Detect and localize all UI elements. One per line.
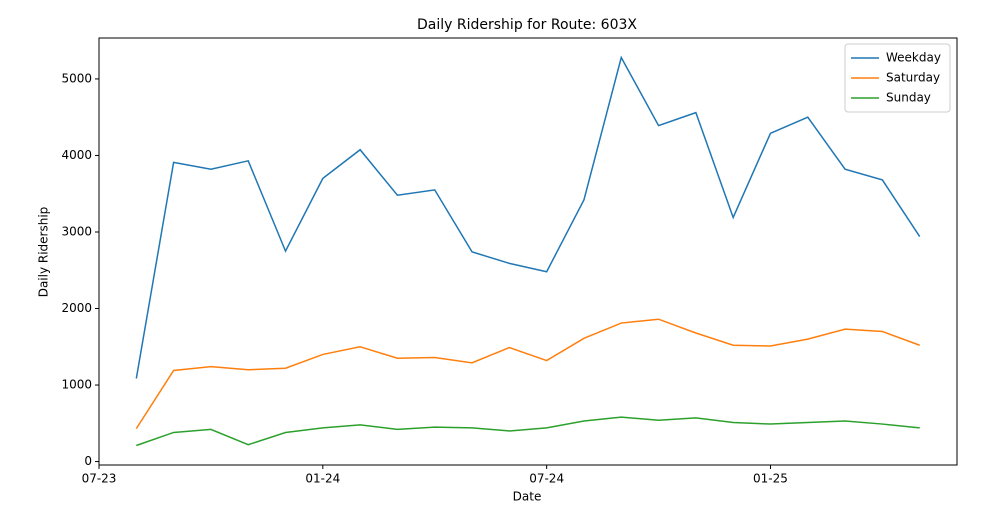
y-tick-label: 0 bbox=[84, 454, 92, 468]
legend-label: Sunday bbox=[886, 91, 931, 105]
x-tick-label: 07-24 bbox=[529, 472, 564, 486]
legend-label: Saturday bbox=[886, 71, 940, 85]
plot-frame bbox=[98, 37, 958, 466]
y-tick-label: 5000 bbox=[61, 71, 92, 85]
legend-box bbox=[844, 43, 951, 113]
x-tick-label: 01-24 bbox=[305, 472, 340, 486]
y-axis-label: Daily Ridership bbox=[37, 207, 51, 298]
y-tick-label: 1000 bbox=[61, 378, 92, 392]
line-series bbox=[136, 416, 920, 447]
chart-title: Daily Ridership for Route: 603X bbox=[417, 17, 637, 33]
y-tick-label: 4000 bbox=[61, 148, 92, 162]
line-series bbox=[135, 55, 921, 379]
y-tick-label: 3000 bbox=[61, 224, 92, 238]
y-tick-label: 2000 bbox=[61, 301, 92, 315]
legend-label: Weekday bbox=[886, 51, 941, 65]
x-tick-label: 07-23 bbox=[82, 472, 117, 486]
x-axis-label: Date bbox=[513, 490, 542, 504]
x-tick-label: 01-25 bbox=[753, 472, 788, 486]
line-series bbox=[135, 318, 920, 430]
